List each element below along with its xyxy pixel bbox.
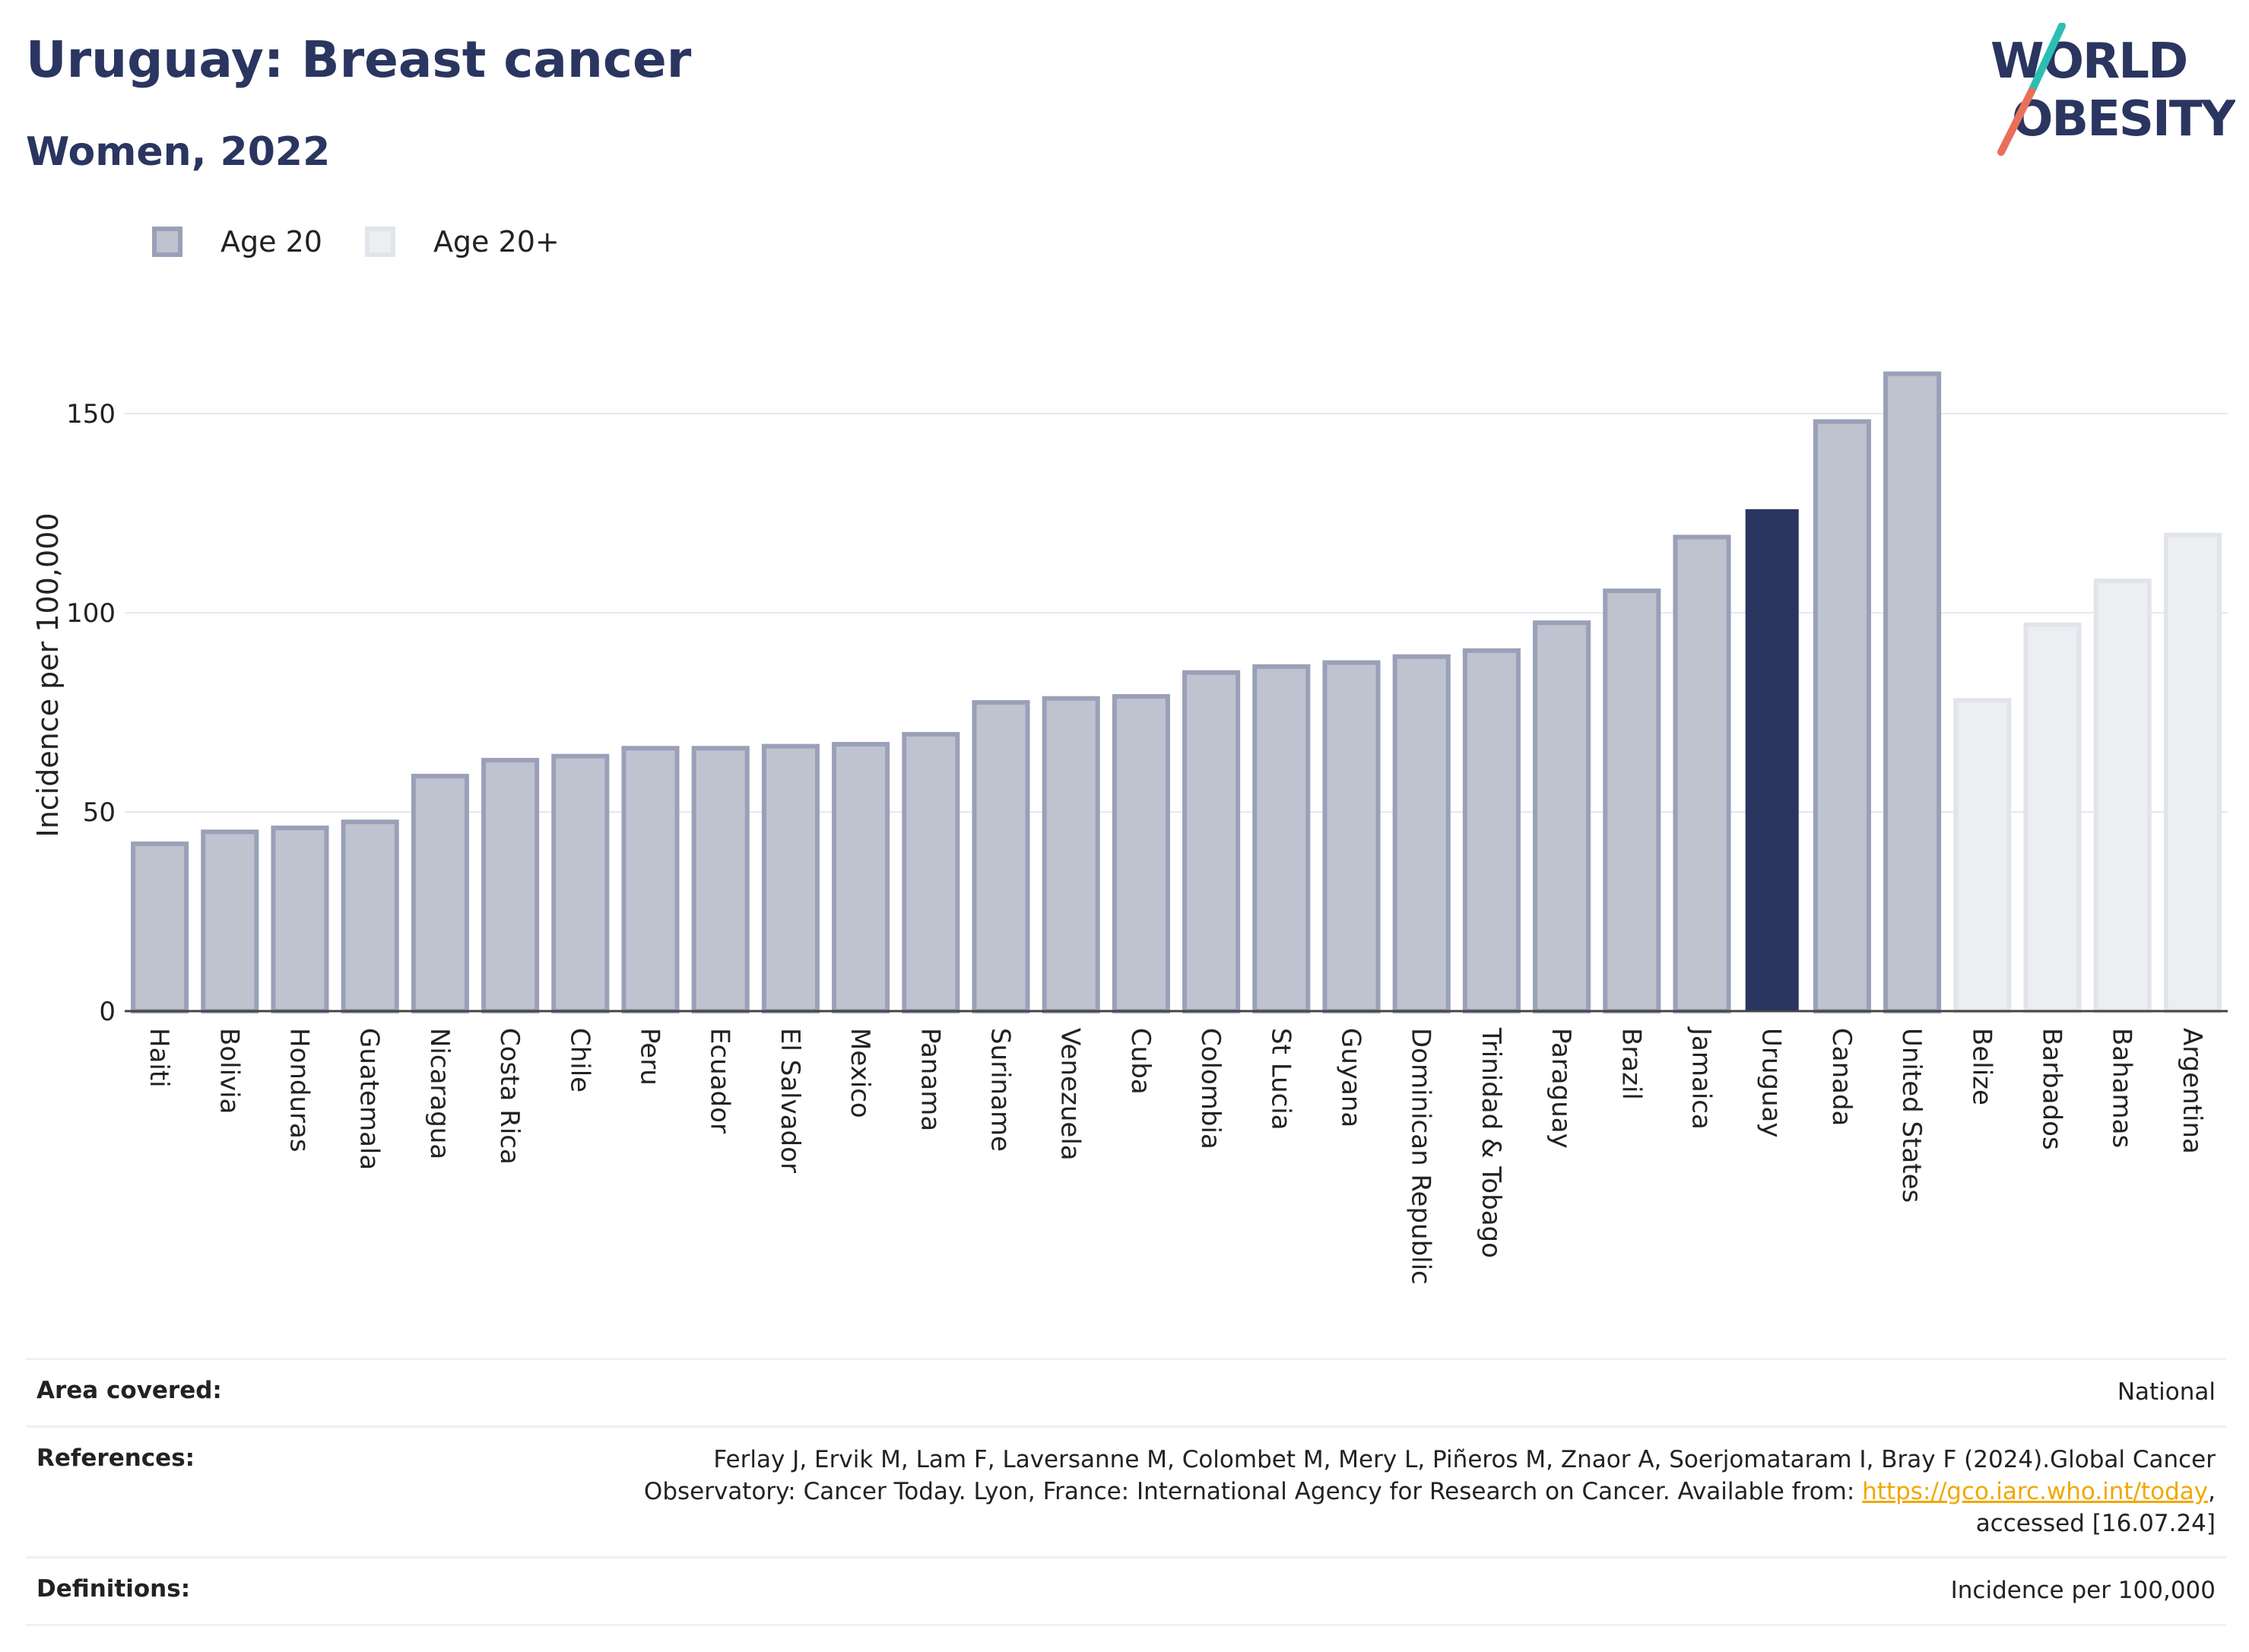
footer-row-references: References: Ferlay J, Ervik M, Lam F, La… [26,1425,2226,1557]
bar-chart: 0 50 100 150 Haiti Bolivia Honduras Guatemala N… [31,371,2228,1285]
bar-colombia[interactable] [1182,670,1241,1013]
x-tick-label: Mexico [845,1028,875,1118]
x-tick-label: Paraguay [1546,1028,1576,1149]
x-tick-label: Canada [1826,1028,1857,1126]
x-tick-label: Belize [1966,1028,1997,1105]
x-tick-label: El Salvador [775,1028,805,1173]
references-text-4: accessed [16.07.24] [1975,1509,2216,1537]
logo-slash-top [2028,23,2066,95]
definitions-value: Incidence per 100,000 [1950,1577,2216,1605]
gridlines [125,413,2228,813]
x-tick-label: Costa Rica [494,1028,525,1165]
x-tick-label: Peru [635,1028,665,1086]
references-label: References: [36,1444,195,1472]
x-tick-label: Suriname [985,1028,1016,1152]
y-axis-ticks: 0 50 100 150 [66,399,116,1027]
y-tick-label: 50 [83,797,116,828]
bar-paraguay[interactable] [1533,620,1591,1013]
references-text-3: , [2208,1477,2216,1505]
footer-row-area: Area covered: National [26,1358,2226,1425]
bar-haiti[interactable] [131,841,189,1014]
footer-info: Area covered: National References: Ferla… [26,1358,2226,1627]
x-tick-label: Brazil [1616,1028,1646,1100]
x-tick-label: Jamaica [1686,1026,1717,1130]
x-tick-label: Chile [564,1028,595,1092]
legend-label-age-20-plus: Age 20+ [433,225,560,258]
bar-canada[interactable] [1813,419,1871,1013]
bar-united-states[interactable] [1883,371,1942,1014]
x-tick-label: Panama [915,1028,945,1131]
x-tick-label: Ecuador [705,1028,735,1134]
bar-venezuela[interactable] [1042,696,1100,1013]
chart-title: Uruguay: Breast cancer [26,30,692,89]
bar-uruguay[interactable] [1745,509,1799,1011]
bar-trinidad-tobago[interactable] [1462,648,1521,1014]
x-tick-label: Honduras [284,1028,315,1153]
chart-subtitle: Women, 2022 [26,129,331,175]
x-axis-ticks: Haiti Bolivia Honduras Guatemala Nicaragua Co… [144,1026,2207,1285]
logo-slash-bottom [1997,87,2035,156]
bar-argentina[interactable] [2163,532,2222,1013]
legend-swatch-age-20-plus [364,227,395,257]
area-label: Area covered: [36,1377,222,1404]
references-link[interactable]: https://gco.iarc.who.int/today [1862,1477,2209,1505]
x-tick-label: United States [1896,1028,1927,1203]
y-tick-label: 150 [66,399,116,430]
x-tick-label: Guatemala [354,1028,385,1170]
bar-dominican-republic[interactable] [1392,654,1451,1013]
world-obesity-logo: WORLD OBESITY [1990,23,2235,156]
bar-guatemala[interactable] [341,820,399,1013]
bar-nicaragua[interactable] [411,773,469,1014]
bar-jamaica[interactable] [1673,534,1731,1013]
references-text-1: Ferlay J, Ervik M, Lam F, Laversanne M, … [713,1445,2216,1473]
bar-bolivia[interactable] [201,829,259,1013]
bar-suriname[interactable] [972,699,1030,1014]
y-axis-label: Incidence per 100,000 [31,512,65,837]
area-value: National [2117,1378,2216,1406]
x-tick-label: Venezuela [1055,1028,1086,1161]
bar-guyana[interactable] [1322,660,1381,1013]
legend: Age 20 Age 20+ [152,225,602,258]
x-tick-label: Barbados [2037,1028,2067,1150]
bar-st-lucia[interactable] [1252,664,1311,1013]
bar-panama[interactable] [902,731,960,1013]
x-tick-label: Uruguay [1756,1028,1787,1138]
legend-item-age-20[interactable]: Age 20 [152,225,322,258]
x-tick-label: Argentina [2177,1028,2207,1154]
x-tick-label: Trinidad & Tobago [1476,1027,1506,1258]
bar-el-salvador[interactable] [761,744,820,1013]
bar-honduras[interactable] [271,825,329,1013]
bar-ecuador[interactable] [691,746,750,1013]
x-tick-label: Bolivia [214,1028,244,1114]
references-text-2: Observatory: Cancer Today. Lyon, France:… [643,1477,1863,1505]
bar-cuba[interactable] [1112,694,1170,1013]
definitions-label: Definitions: [36,1575,191,1603]
x-tick-label: Guyana [1336,1028,1366,1127]
bar-costa-rica[interactable] [481,757,540,1013]
legend-label-age-20: Age 20 [220,225,322,258]
bar-belize[interactable] [1953,698,2012,1014]
x-tick-label: St Lucia [1265,1028,1296,1130]
bar-barbados[interactable] [2023,622,2082,1013]
x-tick-label: Haiti [144,1028,174,1088]
footer-row-definitions: Definitions: Incidence per 100,000 [26,1556,2226,1627]
x-tick-label: Colombia [1195,1028,1226,1149]
x-tick-label: Bahamas [2107,1028,2137,1148]
x-tick-label: Cuba [1125,1028,1156,1095]
logo-line2: OBESITY [2012,91,2235,147]
x-tick-label: Nicaragua [424,1028,455,1159]
bar-peru[interactable] [621,746,680,1013]
legend-swatch-age-20 [152,227,182,257]
bar-mexico[interactable] [832,741,890,1013]
bars [131,371,2222,1014]
references-value: Ferlay J, Ervik M, Lam F, Laversanne M, … [644,1444,2216,1540]
y-tick-label: 0 [99,997,116,1027]
y-tick-label: 100 [66,598,116,629]
legend-item-age-20-plus[interactable]: Age 20+ [364,225,560,258]
bar-brazil[interactable] [1603,588,1661,1013]
logo-line1: WORLD [1990,33,2187,90]
x-tick-label: Dominican Republic [1406,1028,1436,1285]
bar-chile[interactable] [551,753,610,1013]
bar-bahamas[interactable] [2093,579,2152,1013]
